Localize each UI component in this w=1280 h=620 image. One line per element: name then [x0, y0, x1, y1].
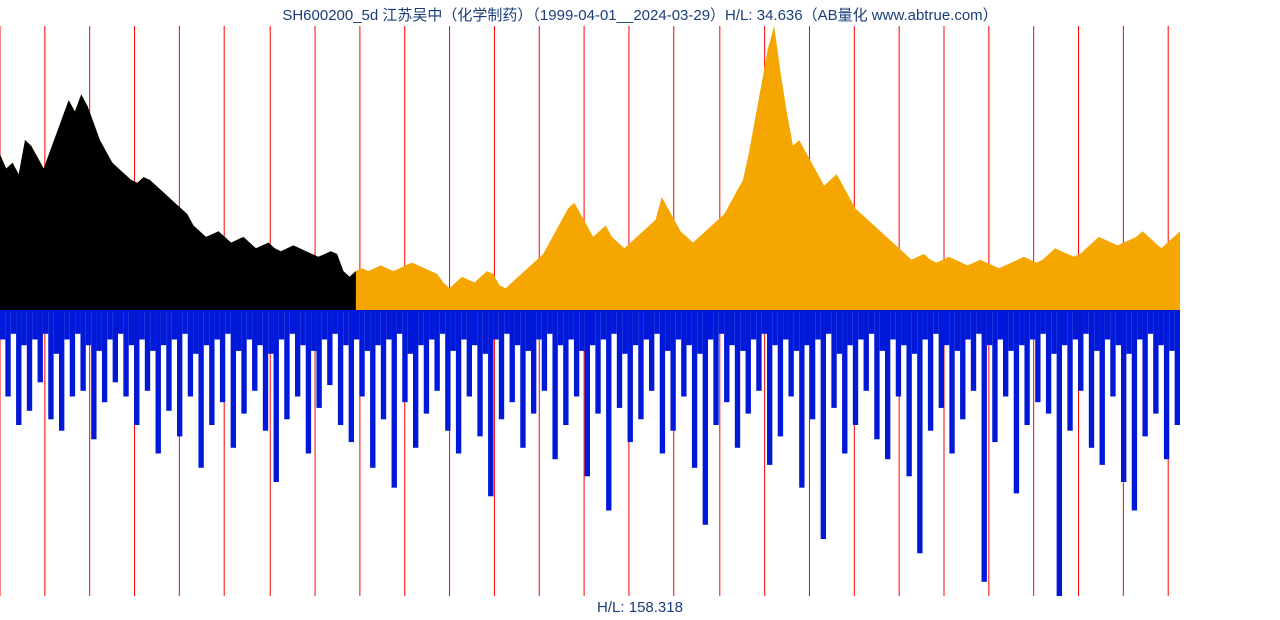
chart-title: SH600200_5d 江苏吴中（化学制药）（1999-04-01__2024-…	[0, 4, 1280, 25]
chart-footer-label: H/L: 158.318	[0, 599, 1280, 616]
chart-container: SH600200_5d 江苏吴中（化学制药）（1999-04-01__2024-…	[0, 0, 1280, 620]
price-volume-chart	[0, 26, 1180, 596]
